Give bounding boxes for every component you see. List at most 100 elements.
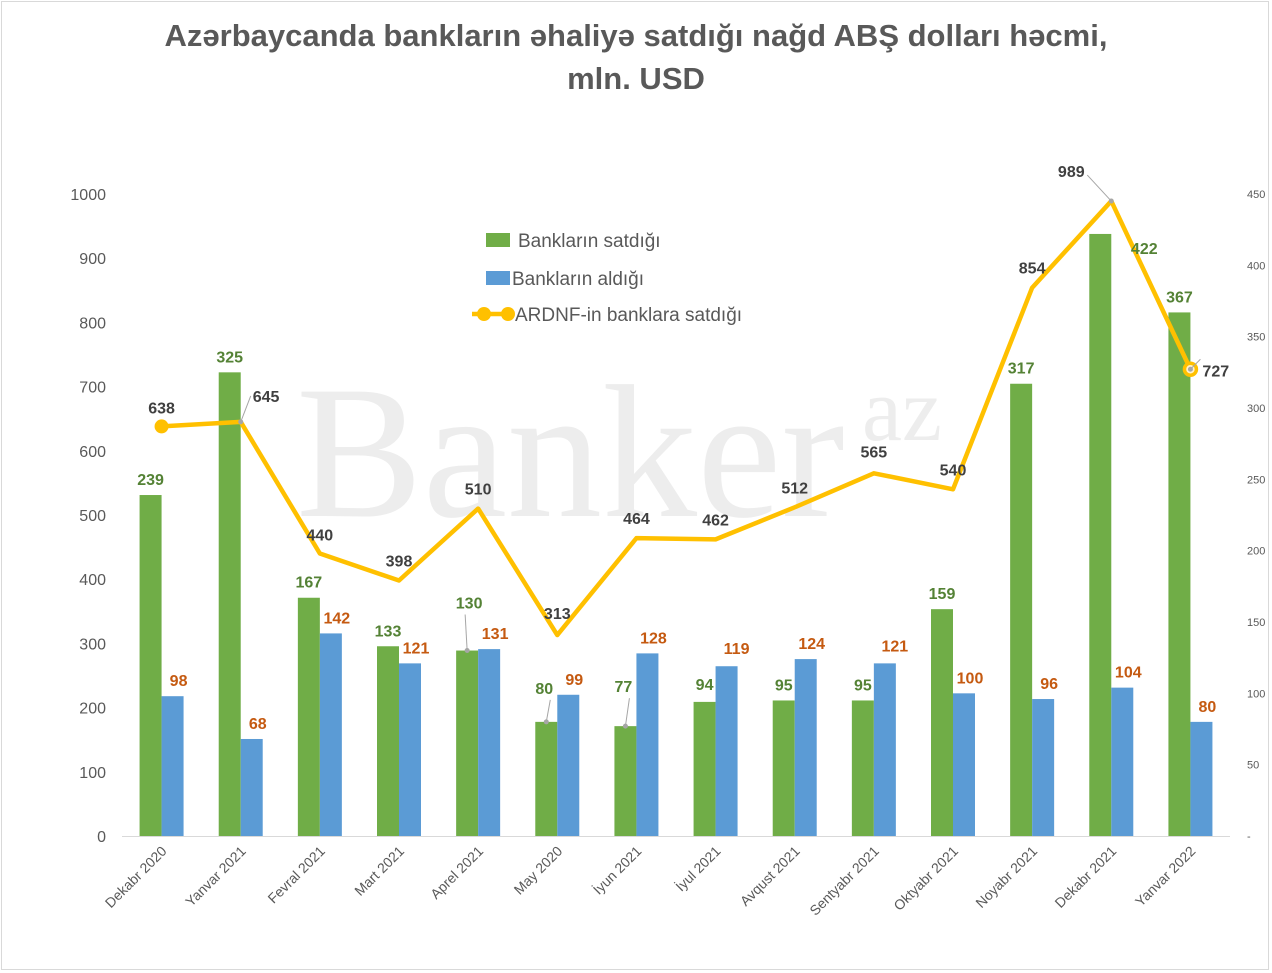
watermark-superscript: az bbox=[862, 361, 942, 460]
label-leader-dot bbox=[1187, 366, 1193, 372]
bar-bought bbox=[399, 663, 421, 836]
y-right-tick-label: - bbox=[1247, 831, 1251, 843]
data-label-bought: 121 bbox=[882, 638, 909, 655]
legend-swatch-sold bbox=[486, 233, 510, 247]
data-labels: 239 325 167 133 130 80 77 94 95 95 159 317 422 367 98 6… bbox=[137, 164, 1229, 733]
bar-bought bbox=[636, 653, 659, 836]
bar-bought bbox=[319, 633, 342, 836]
data-label-bought: 68 bbox=[249, 716, 267, 733]
data-label-sold: 367 bbox=[1166, 289, 1193, 306]
data-label-sold: 94 bbox=[696, 677, 714, 694]
data-label-sold: 239 bbox=[137, 472, 164, 489]
watermark-text: Banker bbox=[296, 348, 845, 558]
data-label-ardnf: 727 bbox=[1202, 363, 1229, 380]
data-label-sold: 317 bbox=[1008, 361, 1035, 378]
data-label-ardnf: 645 bbox=[253, 389, 280, 406]
label-leader-dot bbox=[543, 719, 549, 725]
label-leader-line bbox=[1086, 174, 1112, 202]
y-left-tick-label: 800 bbox=[79, 315, 106, 332]
bar-bought bbox=[161, 696, 184, 836]
data-label-ardnf: 440 bbox=[307, 528, 334, 545]
data-label-sold: 159 bbox=[929, 586, 956, 603]
data-label-ardnf: 464 bbox=[623, 511, 650, 528]
data-label-bought: 96 bbox=[1040, 676, 1058, 693]
data-label-bought: 98 bbox=[170, 673, 188, 690]
x-tick-label: İyun 2021 bbox=[589, 842, 645, 898]
y-right-tick-label: 100 bbox=[1247, 688, 1265, 700]
y-right-tick-label: 150 bbox=[1247, 617, 1265, 629]
y-left-tick-label: 500 bbox=[79, 508, 106, 525]
y-right-tick-label: 450 bbox=[1247, 189, 1265, 201]
data-label-sold: 325 bbox=[216, 349, 243, 366]
bar-bought bbox=[478, 649, 501, 836]
ardnf-marker bbox=[154, 419, 169, 434]
label-leader-dot bbox=[622, 723, 628, 729]
bar-sold bbox=[931, 609, 953, 836]
x-tick-label: Dekabr 2020 bbox=[102, 843, 170, 911]
data-label-sold: 130 bbox=[456, 596, 483, 613]
y-left-tick-label: 200 bbox=[79, 701, 106, 718]
label-leader-line bbox=[545, 699, 551, 722]
data-label-ardnf: 540 bbox=[940, 462, 967, 479]
legend-label-sold: Bankların satdığı bbox=[518, 231, 661, 252]
data-label-sold: 80 bbox=[535, 681, 553, 698]
x-tick-label: İyul 2021 bbox=[671, 842, 723, 894]
y-left-tick-label: 300 bbox=[79, 636, 106, 653]
label-leader-line bbox=[464, 614, 468, 651]
data-label-bought: 131 bbox=[482, 626, 509, 643]
x-tick-label: May 2020 bbox=[511, 843, 566, 898]
data-label-bought: 80 bbox=[1199, 699, 1217, 716]
bar-sold bbox=[139, 495, 162, 836]
x-tick-label: Oktyabr 2021 bbox=[890, 843, 961, 914]
data-label-bought: 142 bbox=[324, 610, 351, 627]
bar-sold bbox=[1010, 383, 1033, 836]
data-label-sold: 133 bbox=[375, 623, 402, 640]
bar-sold bbox=[1089, 233, 1112, 837]
y-right-tick-label: 50 bbox=[1247, 760, 1259, 772]
y-left-tick-label: 700 bbox=[79, 380, 106, 397]
y-right-tick-label: 400 bbox=[1247, 260, 1265, 272]
bar-bought bbox=[873, 663, 896, 836]
ardnf-line-path bbox=[161, 198, 1193, 638]
x-tick-label: Fevral 2021 bbox=[264, 843, 328, 907]
bar-bought bbox=[240, 738, 263, 836]
legend-label-bought: Bankların aldığı bbox=[512, 269, 644, 290]
data-label-ardnf: 638 bbox=[148, 400, 175, 417]
data-label-sold: 95 bbox=[775, 677, 793, 694]
label-leader-line bbox=[624, 698, 630, 727]
legend-swatch-bought bbox=[486, 271, 510, 285]
y-right-tick-label: 350 bbox=[1247, 332, 1265, 344]
data-label-ardnf: 398 bbox=[386, 553, 413, 570]
x-tick-label: Dekabr 2021 bbox=[1051, 843, 1119, 911]
data-label-ardnf: 854 bbox=[1019, 261, 1046, 278]
data-label-ardnf: 989 bbox=[1058, 164, 1085, 181]
label-leader-dot bbox=[1108, 198, 1114, 204]
legend: Bankların satdığı Bankların aldığı ARDNF-i… bbox=[472, 231, 742, 326]
y-right-tick-label: 250 bbox=[1247, 474, 1265, 486]
y-left-tick-label: 400 bbox=[79, 572, 106, 589]
watermark: Banker az bbox=[296, 348, 942, 558]
bar-bought bbox=[715, 666, 738, 836]
bar-sold bbox=[218, 372, 241, 836]
x-tick-label: Sentyabr 2021 bbox=[806, 843, 882, 919]
data-label-ardnf: 512 bbox=[781, 480, 808, 497]
x-tick-label: Noyabr 2021 bbox=[972, 843, 1040, 911]
bar-sold bbox=[456, 650, 479, 836]
data-label-bought: 100 bbox=[957, 670, 984, 687]
x-tick-label: Aprel 2021 bbox=[427, 843, 486, 902]
y-right-tick-label: 300 bbox=[1247, 403, 1265, 415]
bar-sold bbox=[693, 701, 716, 836]
y-right-tick-label: 200 bbox=[1247, 546, 1265, 558]
data-label-sold: 422 bbox=[1131, 241, 1158, 258]
bar-sold bbox=[297, 597, 320, 836]
data-label-ardnf: 510 bbox=[465, 482, 492, 499]
bars bbox=[139, 233, 1213, 837]
data-label-ardnf: 313 bbox=[544, 606, 571, 623]
bar-bought bbox=[953, 693, 975, 836]
data-label-bought: 104 bbox=[1115, 665, 1142, 682]
bar-sold bbox=[1168, 312, 1191, 836]
data-label-bought: 119 bbox=[724, 641, 750, 658]
bar-sold bbox=[851, 700, 874, 836]
